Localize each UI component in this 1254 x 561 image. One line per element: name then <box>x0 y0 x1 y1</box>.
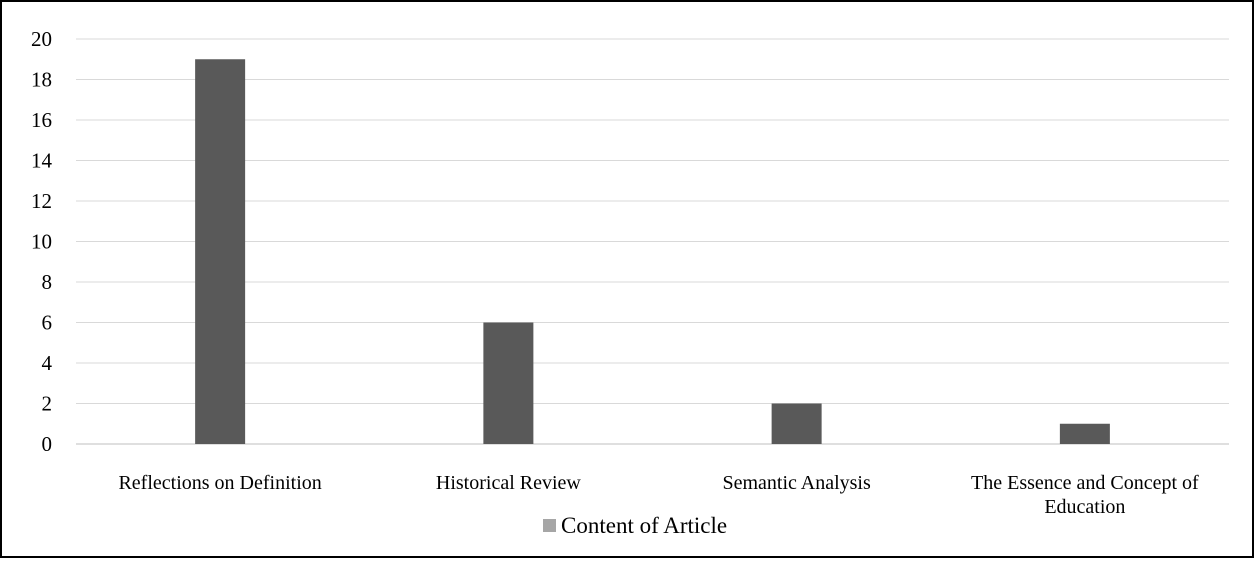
x-category-label-line: Education <box>1044 496 1125 518</box>
bar-2[interactable] <box>483 322 534 445</box>
y-tick-label: 16 <box>31 108 52 132</box>
y-tick-label: 6 <box>42 311 53 335</box>
x-category-label-line: Semantic Analysis <box>722 472 871 494</box>
bar-1[interactable] <box>195 59 246 444</box>
x-category-label: Historical Review <box>436 472 582 494</box>
y-tick-label: 2 <box>42 392 53 416</box>
y-tick-label: 4 <box>42 351 53 375</box>
y-tick-label: 10 <box>31 230 52 254</box>
x-category-label-line: The Essence and Concept of <box>971 472 1199 494</box>
x-category-label: The Essence and Concept of Education <box>971 472 1199 518</box>
bar-4[interactable] <box>1059 423 1110 444</box>
x-category-label-line: Reflections on Definition <box>118 472 321 494</box>
bar-3[interactable] <box>771 403 822 445</box>
legend-swatch <box>543 519 556 532</box>
x-category-label: Semantic Analysis <box>722 472 871 494</box>
y-tick-label: 0 <box>42 432 53 456</box>
x-category-label: Reflections on Definition <box>118 472 321 494</box>
y-tick-label: 8 <box>42 270 53 294</box>
y-tick-label: 18 <box>31 68 52 92</box>
y-tick-label: 14 <box>31 149 53 173</box>
y-tick-label: 12 <box>31 189 52 213</box>
x-category-label-line: Historical Review <box>436 472 582 494</box>
y-tick-label: 20 <box>31 27 52 51</box>
legend-label: Content of Article <box>561 513 727 538</box>
